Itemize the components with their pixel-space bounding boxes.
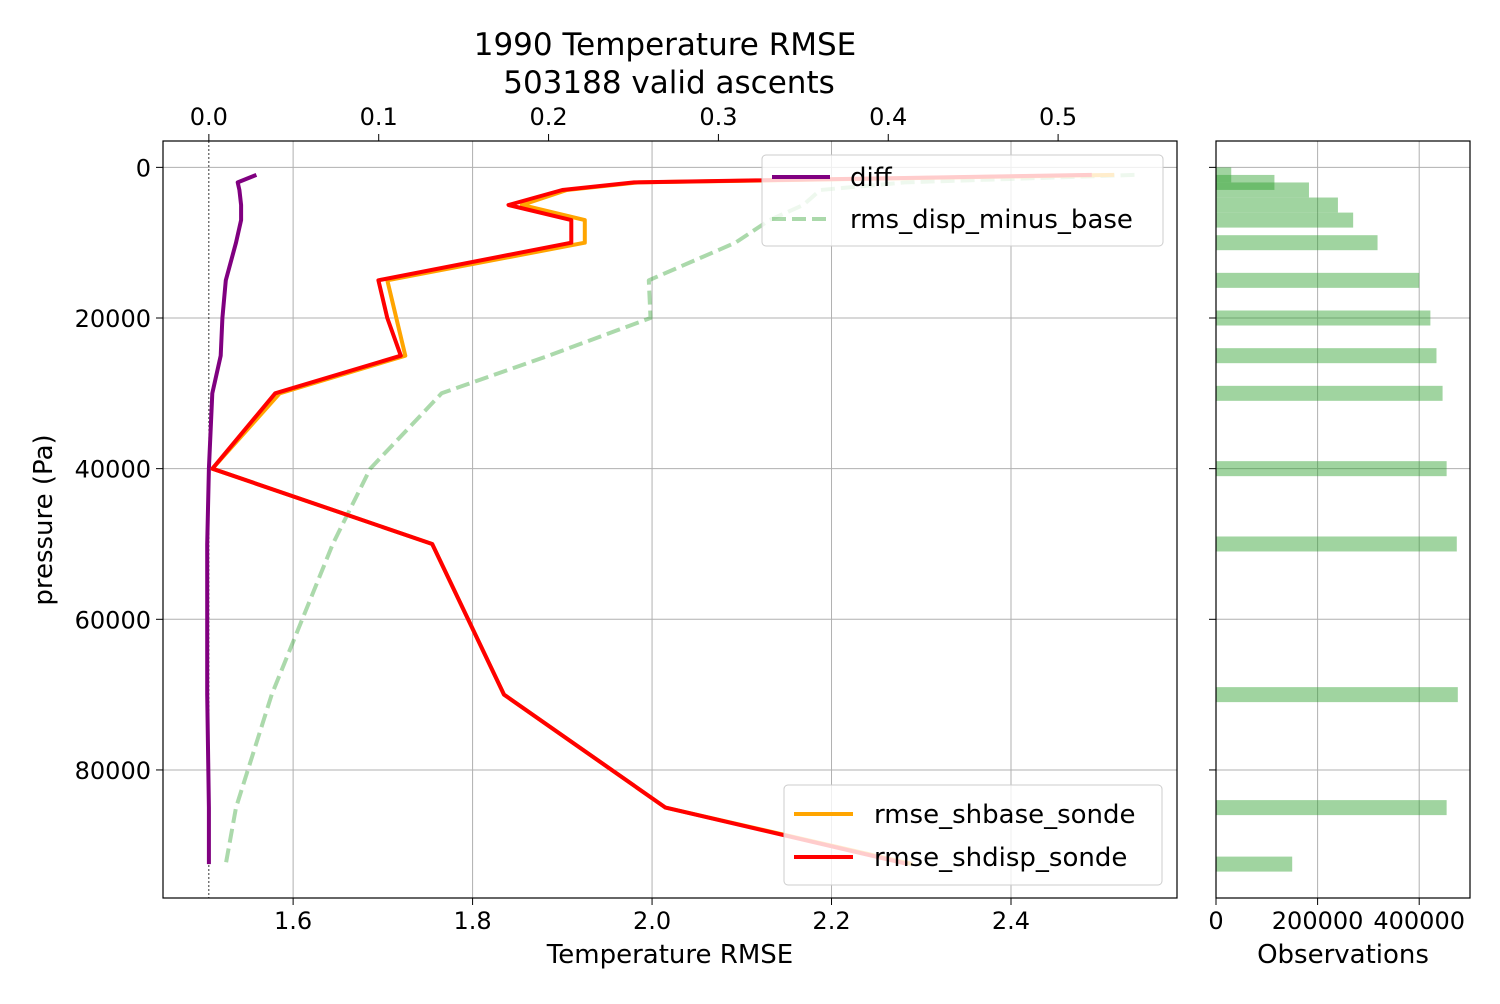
histogram-x-tick-label: 400000 — [1373, 907, 1465, 935]
histogram-frame — [1215, 140, 1471, 899]
histogram-bar — [1216, 536, 1457, 552]
legend-label-rmse-shbase-sonde: rmse_shbase_sonde — [874, 800, 1136, 830]
chart-title-line-1: 1990 Temperature RMSE — [474, 27, 857, 63]
histogram-bar — [1216, 197, 1338, 213]
series-line-rmse-shdisp-sonde — [210, 172, 1092, 867]
y-axis-label: pressure (Pa) — [29, 434, 59, 605]
histogram-bars — [1216, 167, 1458, 872]
y-tick-label: 40000 — [75, 456, 151, 484]
x-axis-label: Temperature RMSE — [546, 940, 793, 970]
legend-label-rmse-shdisp-sonde: rmse_shdisp_sonde — [874, 843, 1127, 873]
histogram-bar — [1216, 385, 1443, 401]
histogram-bar — [1216, 174, 1275, 190]
top-x-tick-label: 0.0 — [190, 103, 228, 131]
x-tick-label: 2.2 — [812, 907, 850, 935]
y-tick-label: 20000 — [75, 305, 151, 333]
chart-title-line-2: 503188 valid ascents — [503, 65, 835, 101]
histogram-bar — [1216, 167, 1232, 183]
top-x-tick-label: 0.1 — [360, 103, 398, 131]
legend-lower-right: rmse_shbase_sonde rmse_shdisp_sonde — [783, 784, 1163, 886]
histogram-bar — [1216, 272, 1420, 288]
legend-label-rms-disp-minus-base: rms_disp_minus_base — [850, 205, 1133, 235]
histogram-x-tick-label: 200000 — [1272, 907, 1364, 935]
series-line-diff — [205, 173, 258, 865]
top-x-tick-label: 0.5 — [1039, 103, 1077, 131]
x-tick-label: 1.6 — [274, 907, 312, 935]
legend-label-diff: diff — [850, 163, 893, 193]
histogram-bar — [1216, 461, 1447, 477]
histogram-bar — [1216, 310, 1431, 326]
y-tick-label: 0 — [136, 154, 151, 182]
x-tick-label: 1.8 — [453, 907, 491, 935]
histogram-ticks: 0 200000 400000 — [1208, 166, 1465, 935]
y-tick-label: 60000 — [75, 606, 151, 634]
histogram-x-tick-label: 0 — [1208, 907, 1223, 935]
histogram-bar — [1216, 800, 1447, 816]
top-x-tick-label: 0.4 — [869, 103, 907, 131]
legend-upper-right: diff rms_disp_minus_base — [761, 154, 1164, 247]
main-plot-frame — [162, 140, 1178, 899]
x-tick-label: 2.4 — [992, 907, 1030, 935]
top-x-tick-label: 0.2 — [529, 103, 567, 131]
y-tick-label: 80000 — [75, 757, 151, 785]
histogram-x-axis-label: Observations — [1257, 940, 1429, 970]
top-x-tick-label: 0.3 — [699, 103, 737, 131]
main-plot-grid — [163, 141, 1177, 898]
histogram-bar — [1216, 235, 1378, 251]
histogram-bar — [1216, 212, 1354, 228]
histogram-bar — [1216, 687, 1458, 703]
histogram-bar — [1216, 182, 1309, 198]
histogram-bar — [1216, 856, 1293, 872]
x-tick-label: 2.0 — [633, 907, 671, 935]
histogram-bar — [1216, 348, 1437, 364]
main-plot-ticks: 1.6 1.8 2.0 2.2 2.4 0 20000 40000 60000 80000 0.0 0… — [75, 103, 1078, 935]
